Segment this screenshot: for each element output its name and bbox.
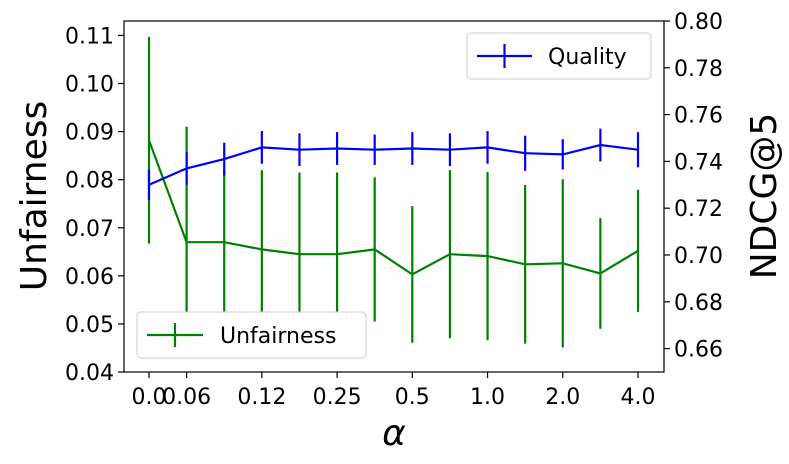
x-tick-label: 4.0 xyxy=(621,385,656,410)
x-tick-label: 0.0 xyxy=(132,385,167,410)
plot-area: 0.04 0.05 0.06 0.07 0.08 0.09 0.10 0.11 0.66 0.68… xyxy=(65,10,723,410)
right-y-tick-label: 0.78 xyxy=(674,57,723,82)
left-y-tick-label: 0.09 xyxy=(65,121,114,146)
legend-unfairness: Unfairness xyxy=(136,311,367,359)
left-y-tick-label: 0.06 xyxy=(65,265,114,290)
legend-unfairness-label: Unfairness xyxy=(220,324,336,349)
left-y-tick-label: 0.11 xyxy=(65,24,114,49)
left-y-tick-label: 0.04 xyxy=(65,361,114,386)
right-y-tick-label: 0.80 xyxy=(674,10,723,35)
right-y-tick-label: 0.70 xyxy=(674,244,723,269)
right-y-axis-title: NDCG@5 xyxy=(744,113,785,280)
series-line-unfairness xyxy=(147,139,639,276)
legend-quality: Quality xyxy=(466,32,652,80)
legend-unfairness-frame xyxy=(136,311,367,359)
right-y-tick-label: 0.76 xyxy=(674,104,723,129)
x-tick-label: 0.5 xyxy=(395,385,430,410)
left-y-tick-label: 0.08 xyxy=(65,169,114,194)
x-tick-label: 0.12 xyxy=(237,385,286,410)
left-y-tick-label: 0.10 xyxy=(65,73,114,98)
x-tick-label: 0.06 xyxy=(162,385,211,410)
left-y-tick-label: 0.05 xyxy=(65,313,114,338)
legend-quality-label: Quality xyxy=(548,45,627,70)
x-axis-title: α xyxy=(382,413,406,454)
left-y-axis-title: Unfairness xyxy=(14,101,55,292)
plot-frame xyxy=(123,20,665,373)
right-y-tick-label: 0.72 xyxy=(674,197,723,222)
left-y-tick-label: 0.07 xyxy=(65,217,114,242)
x-tick-label: 2.0 xyxy=(545,385,580,410)
right-y-tick-label: 0.74 xyxy=(674,150,723,175)
legend-quality-frame xyxy=(466,32,652,80)
x-tick-label: 1.0 xyxy=(470,385,505,410)
x-tick-label: 0.25 xyxy=(313,385,362,410)
right-y-tick-label: 0.68 xyxy=(674,291,723,316)
right-y-tick-label: 0.66 xyxy=(674,338,723,363)
series-line-quality xyxy=(148,143,639,186)
